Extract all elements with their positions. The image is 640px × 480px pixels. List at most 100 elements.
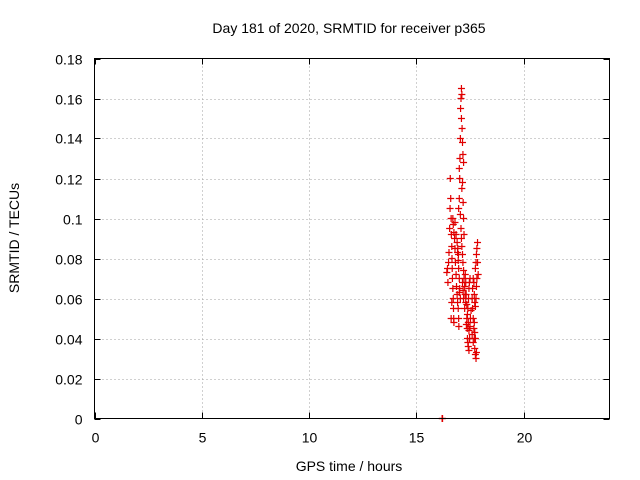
- data-point: [455, 165, 463, 172]
- y-axis-title: SRMTID / TECUs: [6, 183, 22, 293]
- data-point: [458, 91, 466, 98]
- data-point: [473, 275, 481, 282]
- data-point: [470, 319, 478, 326]
- data-point: [457, 225, 465, 232]
- data-point: [474, 259, 482, 266]
- data-point: [470, 279, 478, 286]
- data-point: [456, 211, 464, 218]
- axis-ticks: [94, 58, 610, 420]
- data-point: [452, 271, 460, 278]
- data-point: [459, 139, 467, 146]
- data-point: [459, 199, 467, 206]
- data-point: [462, 321, 470, 328]
- data-point: [455, 323, 463, 330]
- data-point: [459, 259, 467, 266]
- data-point: [448, 255, 456, 262]
- data-point: [463, 301, 471, 308]
- y-tick-label: 0.12: [55, 172, 82, 188]
- data-point: [443, 269, 451, 276]
- data-point: [469, 315, 477, 322]
- x-tick-label: 15: [409, 430, 425, 446]
- y-tick-label: 0.14: [55, 131, 82, 147]
- x-tick-labels: 0 5 10 15 20: [92, 430, 533, 446]
- plot-frame: [94, 58, 610, 419]
- data-point: [451, 235, 459, 242]
- data-point: [471, 265, 479, 272]
- data-point: [455, 289, 463, 296]
- data-point: [456, 175, 464, 182]
- grid-lines: [94, 58, 610, 419]
- data-point: [444, 279, 452, 286]
- x-tick-label: 10: [302, 430, 318, 446]
- y-tick-label: 0.04: [55, 332, 82, 348]
- data-point: [455, 205, 463, 212]
- data-point: [452, 231, 460, 238]
- data-point: [471, 335, 479, 342]
- x-tick-label: 0: [92, 430, 100, 446]
- data-point: [448, 275, 456, 282]
- y-tick-label: 0.18: [55, 52, 82, 68]
- data-point: [454, 257, 462, 264]
- data-point: [472, 355, 480, 362]
- data-point: [457, 85, 465, 92]
- data-point: [455, 265, 463, 272]
- data-point: [457, 235, 465, 242]
- y-tick-label: 0.1: [63, 212, 83, 228]
- data-point: [459, 151, 467, 158]
- data-point: [450, 319, 458, 326]
- y-tick-label: 0.16: [55, 92, 82, 108]
- x-tick-label: 5: [199, 430, 207, 446]
- data-point: [470, 291, 478, 298]
- data-point: [457, 115, 465, 122]
- data-point: [446, 175, 454, 182]
- data-point: [456, 135, 464, 142]
- data-point: [460, 267, 468, 274]
- data-point: [473, 245, 481, 252]
- data-point: [472, 251, 480, 258]
- data-point: [445, 259, 453, 266]
- data-points: [438, 85, 482, 422]
- data-point: [460, 215, 468, 222]
- data-point: [460, 275, 468, 282]
- data-point: [454, 305, 462, 312]
- data-point: [447, 195, 455, 202]
- data-point: [445, 249, 453, 256]
- data-point: [454, 245, 462, 252]
- x-axis-title: GPS time / hours: [296, 458, 403, 474]
- data-point: [458, 243, 466, 250]
- data-point: [451, 219, 459, 226]
- data-point: [459, 287, 467, 294]
- data-point: [456, 155, 464, 162]
- data-point: [474, 239, 482, 246]
- data-point: [464, 343, 472, 350]
- y-tick-label: 0.08: [55, 252, 82, 268]
- data-point: [463, 311, 471, 318]
- data-point: [460, 159, 468, 166]
- y-tick-labels: 0 0.02 0.04 0.06 0.08 0.1 0.12 0.14 0.16 0.18: [55, 52, 82, 428]
- data-point: [458, 125, 466, 132]
- y-tick-label: 0: [75, 412, 83, 428]
- data-point: [469, 285, 477, 292]
- data-point: [457, 95, 465, 102]
- data-point: [449, 285, 457, 292]
- data-point: [447, 315, 455, 322]
- data-point: [472, 295, 480, 302]
- data-point: [446, 225, 454, 232]
- data-point: [455, 315, 463, 322]
- data-point: [460, 231, 468, 238]
- data-point: [466, 323, 474, 330]
- data-point: [449, 215, 457, 222]
- y-tick-label: 0.06: [55, 292, 82, 308]
- x-tick-label: 20: [517, 430, 533, 446]
- data-point: [461, 283, 469, 290]
- data-point: [470, 325, 478, 332]
- data-point: [471, 345, 479, 352]
- data-point: [471, 299, 479, 306]
- data-point: [471, 303, 479, 310]
- data-point: [455, 195, 463, 202]
- data-point: [459, 251, 467, 258]
- y-tick-label: 0.02: [55, 372, 82, 388]
- data-point: [448, 265, 456, 272]
